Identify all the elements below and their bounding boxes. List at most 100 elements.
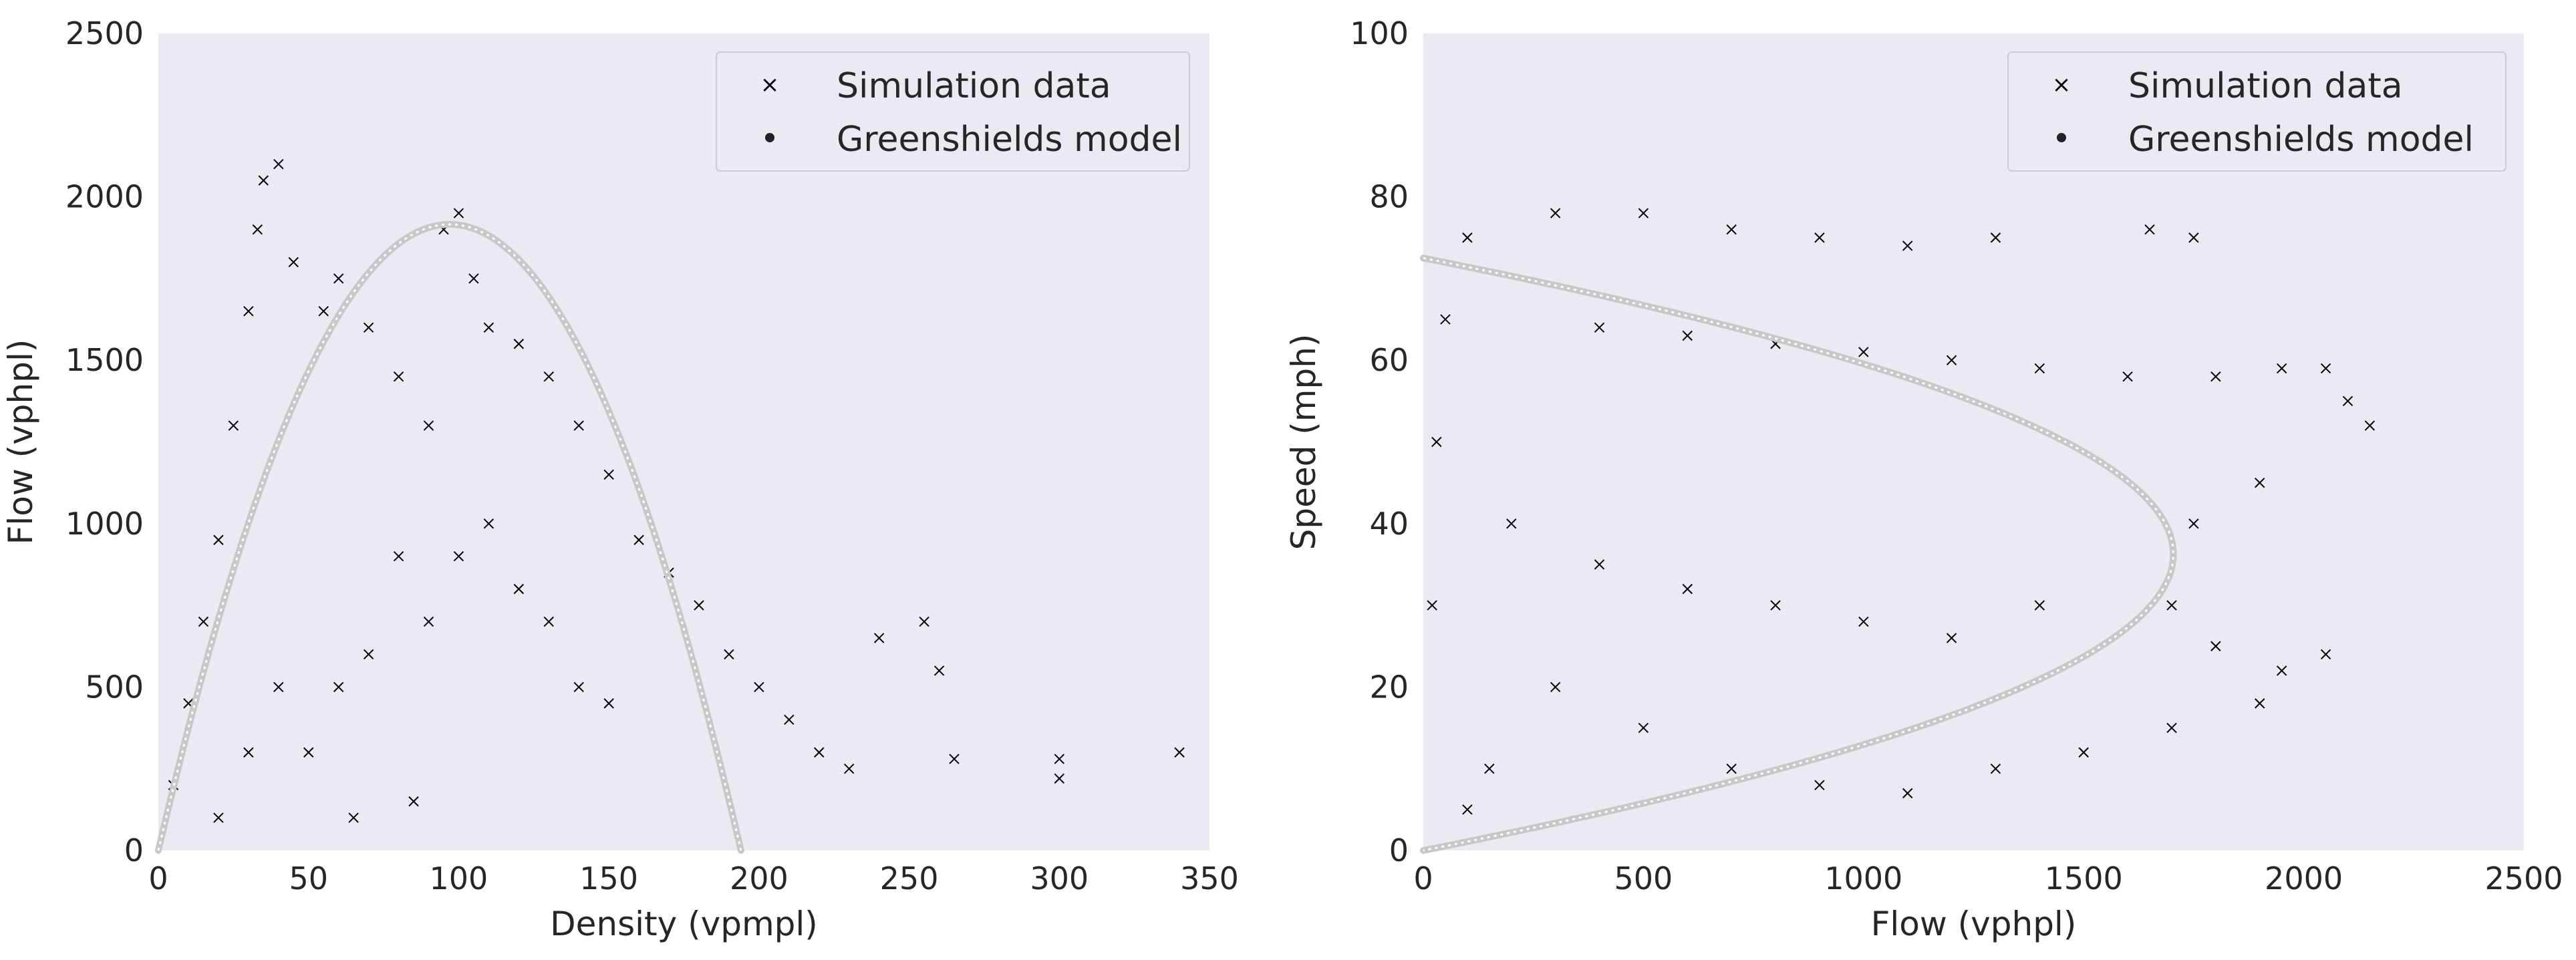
data-point <box>243 747 254 758</box>
x-tick-label: 500 <box>1614 860 1673 897</box>
data-point-stroke <box>318 306 329 317</box>
data-point-stroke <box>513 583 525 595</box>
data-point-stroke <box>393 371 404 382</box>
data-point-stroke <box>2320 363 2331 374</box>
data-point <box>363 649 374 660</box>
data-point-stroke <box>1054 773 1064 784</box>
data-point-stroke <box>724 649 734 660</box>
data-point <box>273 158 284 170</box>
data-point <box>1427 600 1437 611</box>
x-tick-label: 2500 <box>2484 860 2563 897</box>
legend-marker-simulation: × <box>760 71 780 98</box>
y-axis-label: Flow (vphpl) <box>1 339 40 545</box>
data-point <box>453 551 464 562</box>
data-point <box>1462 804 1473 815</box>
data-point-stroke <box>1990 232 2001 243</box>
data-point <box>1858 347 1869 357</box>
data-point <box>2276 665 2287 676</box>
data-point-stroke <box>213 812 224 823</box>
data-point <box>2166 722 2177 734</box>
data-point-stroke <box>1462 232 1473 243</box>
data-point-stroke <box>333 273 344 284</box>
x-tick-label: 200 <box>730 860 789 897</box>
data-point-stroke <box>1054 754 1064 764</box>
data-point <box>949 754 960 764</box>
data-point <box>303 747 314 758</box>
data-point-stroke <box>1946 633 1957 643</box>
data-point <box>2255 477 2265 488</box>
data-point-stroke <box>543 371 554 382</box>
data-point <box>1946 633 1957 643</box>
data-point <box>288 257 299 268</box>
data-point-stroke <box>573 681 584 693</box>
y-axis-label: Speed (mph) <box>1284 334 1323 550</box>
data-point <box>483 518 494 529</box>
data-point-stroke <box>2078 747 2089 758</box>
data-point <box>1814 232 1825 243</box>
legend-marker-model <box>2057 133 2066 142</box>
data-point <box>919 616 929 627</box>
legend-box <box>716 51 1190 172</box>
data-point <box>1770 600 1781 611</box>
data-point-stroke <box>814 747 825 758</box>
y-axis-ticks: 0 20 40 60 80 100 <box>1350 15 1409 868</box>
data-point-stroke <box>2342 395 2353 407</box>
data-point-stroke <box>1638 208 1649 218</box>
data-point-stroke <box>949 754 960 764</box>
data-point-stroke <box>1946 355 1957 365</box>
data-point <box>1858 616 1869 627</box>
data-point-stroke <box>1550 681 1561 693</box>
flow-density-chart: 0 50 100 150 200 250 300 350 0 500 1000 1500 2000 25… <box>1 15 1239 943</box>
data-point <box>1054 773 1064 784</box>
data-point <box>1594 559 1605 570</box>
legend-marker-model <box>765 133 774 142</box>
data-point-stroke <box>453 208 464 218</box>
data-point <box>2188 518 2199 529</box>
y-tick-label: 1000 <box>65 506 144 542</box>
data-point <box>603 698 614 709</box>
x-tick-label: 100 <box>430 860 488 897</box>
y-tick-label: 20 <box>1369 669 1409 705</box>
y-tick-label: 80 <box>1369 179 1409 215</box>
data-point-stroke <box>1440 314 1451 325</box>
data-point <box>468 273 479 284</box>
legend: × Simulation data Greenshields model <box>716 51 1190 172</box>
data-point-stroke <box>2188 232 2199 243</box>
data-point-stroke <box>2276 363 2287 374</box>
x-axis-ticks: 0 500 1000 1500 2000 2500 <box>1413 860 2563 897</box>
data-point <box>934 665 945 676</box>
data-point <box>2078 747 2089 758</box>
data-point-stroke <box>483 518 494 529</box>
data-point <box>2188 232 2199 243</box>
data-point <box>2122 371 2133 382</box>
legend: × Simulation data Greenshields model <box>2007 51 2507 172</box>
data-point <box>1550 681 1561 693</box>
data-point <box>1946 355 1957 365</box>
data-point-stroke <box>543 616 554 627</box>
data-point <box>513 583 525 595</box>
data-point-stroke <box>363 322 374 333</box>
x-axis-ticks: 0 50 100 150 200 250 300 350 <box>148 860 1239 897</box>
y-tick-label: 60 <box>1369 342 1409 378</box>
data-point-stroke <box>273 681 284 693</box>
data-point <box>333 681 344 693</box>
data-point <box>2166 600 2177 611</box>
data-point-stroke <box>2255 477 2265 488</box>
y-tick-label: 500 <box>85 669 144 705</box>
data-point <box>228 420 239 431</box>
data-point-stroke <box>2364 420 2376 431</box>
data-point <box>2320 363 2331 374</box>
data-point <box>1431 436 1442 448</box>
data-point-stroke <box>1174 747 1185 758</box>
data-point-stroke <box>1682 583 1693 595</box>
simulation-data-points <box>1427 208 2376 815</box>
x-tick-label: 250 <box>880 860 939 897</box>
data-point-stroke <box>1594 559 1605 570</box>
data-point <box>213 812 224 823</box>
data-point-stroke <box>1858 616 1869 627</box>
data-point <box>543 616 554 627</box>
data-point <box>784 714 795 726</box>
data-point-stroke <box>1638 722 1649 734</box>
data-point-stroke <box>633 534 644 545</box>
data-point-stroke <box>243 747 254 758</box>
